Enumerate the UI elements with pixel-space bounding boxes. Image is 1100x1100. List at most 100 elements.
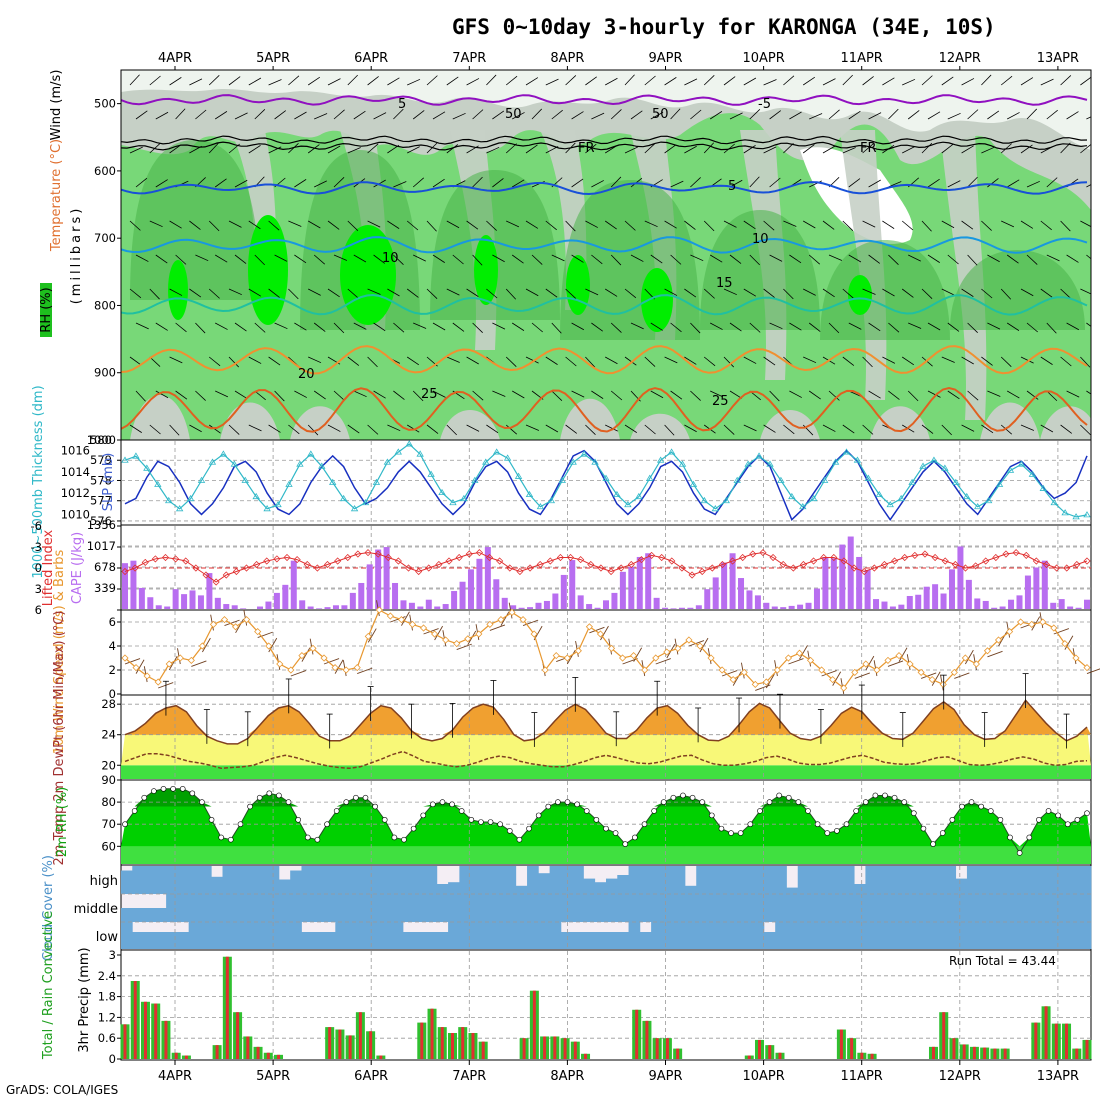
thickness-point	[525, 490, 534, 498]
cloud-bar-high	[966, 866, 979, 894]
cloud-bar-low	[459, 922, 472, 949]
wind-barb	[327, 78, 341, 86]
lifted-index-point	[374, 550, 382, 558]
wind-barb	[848, 322, 862, 330]
cloud-bar-low	[887, 922, 900, 949]
wind-barb	[591, 254, 603, 265]
cloud-bar-high	[199, 866, 212, 894]
wind-barb	[967, 322, 978, 334]
rh2m-point	[497, 821, 503, 828]
rh2m-point	[978, 803, 984, 810]
rh2m-point	[131, 808, 138, 814]
wind-barb	[690, 254, 704, 262]
wind-barb	[551, 254, 565, 262]
wind-barb	[650, 322, 663, 331]
cloud-layer-label: high	[90, 874, 118, 889]
wind-barb	[327, 220, 340, 230]
wind10m-barb	[931, 671, 941, 686]
wind-barb	[941, 356, 955, 363]
wind-barb	[1026, 390, 1039, 400]
wind-barb	[525, 144, 538, 154]
cloud-bar-middle	[538, 894, 551, 922]
cloud-bar-middle	[707, 894, 720, 922]
y-tick-label: 24	[101, 728, 116, 742]
wind10m-barb	[854, 672, 870, 679]
saturated-region	[340, 225, 396, 325]
cloud-bar-low	[346, 922, 359, 949]
wind-barb	[208, 142, 220, 154]
precip-convective-bar	[225, 956, 229, 1059]
cape-bar	[476, 558, 483, 609]
cloud-bar-high	[515, 885, 528, 894]
wind-barb	[684, 220, 696, 230]
isotherm-label: 20	[298, 367, 315, 382]
isotherm-label: -5	[758, 97, 771, 112]
rh2m-point	[862, 799, 869, 805]
precip-convective-bar	[1003, 1048, 1007, 1059]
cloud-bar-low	[335, 922, 347, 949]
bottom-date-label: 4APR	[158, 1069, 192, 1084]
wind-barb	[367, 220, 381, 228]
precip-convective-bar	[154, 1003, 158, 1059]
cloud-bar-high	[752, 866, 765, 894]
thickness-point	[186, 494, 195, 502]
thickness-point	[766, 460, 774, 467]
wind-barb	[664, 220, 677, 229]
thickness-point	[963, 492, 971, 500]
cape-bar	[366, 564, 373, 609]
saturated-region	[248, 215, 288, 325]
lifted-index-point	[546, 557, 554, 565]
precip-convective-bar	[860, 1052, 864, 1059]
wind-barb	[888, 390, 900, 400]
precip-convective-bar	[758, 1039, 762, 1059]
precip-convective-bar	[338, 1029, 342, 1059]
wind-barb	[670, 108, 681, 120]
top-date-labels: 4APR 5APR 6APR 7APR 8APR 9APR 10APR 11APR 12APR 1…	[158, 51, 1079, 70]
rh2m-point	[1007, 834, 1013, 841]
lifted-index-point	[769, 553, 777, 562]
cloud-bar-high	[425, 866, 438, 894]
wind-barb	[367, 356, 378, 368]
thickness-point	[973, 503, 982, 510]
rh2m-point	[747, 821, 754, 828]
thickness-point	[514, 472, 523, 479]
thickness-point	[165, 496, 173, 504]
wind-barb	[254, 108, 266, 120]
wind-barb	[961, 356, 974, 365]
wind-barb	[961, 424, 975, 432]
cloud-bar-middle	[132, 908, 144, 922]
cape-bar	[375, 549, 382, 609]
wind-barb	[565, 220, 576, 232]
lifted-index-point	[1002, 550, 1010, 558]
wind10m-point	[552, 652, 560, 660]
lifted-index-point	[587, 560, 595, 569]
rh2m-point	[228, 836, 234, 843]
wind-barb	[486, 146, 500, 154]
wind10m-barb	[202, 637, 211, 653]
wind-barb	[1060, 424, 1073, 434]
cape-bar	[712, 577, 719, 609]
wind-barb	[406, 356, 420, 366]
wind-barb	[921, 142, 933, 154]
wind-barb	[710, 322, 723, 330]
wind-barb	[367, 143, 379, 154]
y-tick-label: 600	[94, 164, 116, 178]
precip-total-axis-label: Total / Rain Convective	[41, 911, 56, 1060]
wind-barb	[189, 424, 202, 433]
lifted-index-point	[151, 555, 159, 563]
wind-barb	[967, 109, 979, 120]
wind10m-point	[408, 620, 417, 628]
wind-barb	[531, 322, 543, 333]
wind-barb	[466, 356, 479, 365]
lifted-index-point	[1063, 564, 1071, 572]
cloud-bar-middle	[752, 894, 765, 922]
wind-barb	[729, 322, 742, 332]
wind-barb	[1086, 254, 1091, 260]
wind-barb	[842, 147, 856, 154]
lifted-index-point	[232, 567, 240, 576]
wind10m-point	[718, 666, 726, 674]
wind10m-point	[176, 654, 184, 662]
wind-barb	[234, 179, 248, 188]
